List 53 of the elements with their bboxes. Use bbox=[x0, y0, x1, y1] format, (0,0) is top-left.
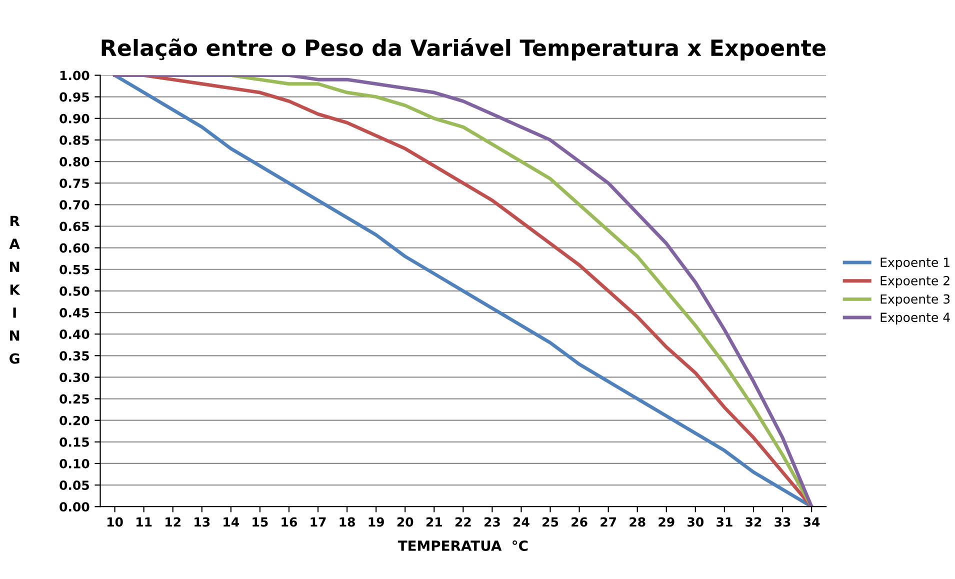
y-tick-label: 0.70 bbox=[60, 200, 90, 210]
x-tick-label: 14 bbox=[224, 517, 240, 527]
y-tick-label: 0.30 bbox=[60, 372, 90, 382]
y-tick-label: 0.85 bbox=[60, 135, 89, 145]
legend-label: Expoente 1 bbox=[880, 258, 950, 270]
y-tick-label: 0.35 bbox=[60, 351, 89, 361]
legend-label: Expoente 2 bbox=[880, 276, 950, 288]
x-tick-label: 33 bbox=[774, 517, 790, 527]
y-tick-label: 0.05 bbox=[60, 480, 89, 490]
legend-label: Expoente 3 bbox=[880, 294, 950, 306]
y-tick-label: 0.45 bbox=[60, 308, 89, 318]
x-tick-label: 17 bbox=[310, 517, 326, 527]
x-tick-label: 11 bbox=[136, 517, 152, 527]
y-tick-label: 0.95 bbox=[60, 92, 89, 102]
y-tick-label: 0.10 bbox=[60, 458, 90, 468]
x-tick-label: 20 bbox=[397, 517, 414, 527]
x-tick-label: 21 bbox=[426, 517, 442, 527]
x-tick-label: 19 bbox=[368, 517, 384, 527]
x-tick-label: 32 bbox=[746, 517, 762, 527]
x-tick-label: 34 bbox=[804, 517, 820, 527]
y-tick-label: 0.15 bbox=[60, 437, 89, 447]
y-tick-label: 0.60 bbox=[60, 243, 90, 253]
x-tick-label: 15 bbox=[252, 517, 268, 527]
y-tick-label: 0.90 bbox=[60, 114, 90, 124]
x-tick-label: 25 bbox=[542, 517, 558, 527]
x-tick-label: 26 bbox=[572, 517, 588, 527]
x-tick-label: 28 bbox=[630, 517, 646, 527]
x-tick-label: 23 bbox=[484, 517, 500, 527]
x-tick-label: 16 bbox=[282, 517, 298, 527]
x-tick-label: 18 bbox=[340, 517, 355, 527]
x-tick-label: 29 bbox=[658, 517, 674, 527]
chart-title: Relação entre o Peso da Variável Temperatura x Expoente bbox=[102, 38, 826, 60]
x-axis-title: TEMPERATUA °C bbox=[398, 540, 528, 551]
y-tick-label: 0.80 bbox=[60, 157, 90, 166]
x-tick-label: 24 bbox=[514, 517, 530, 527]
y-tick-label: 0.00 bbox=[60, 502, 90, 512]
y-tick-label: 1.00 bbox=[60, 70, 90, 80]
y-tick-label: 0.55 bbox=[60, 264, 89, 274]
y-tick-label: 0.75 bbox=[60, 178, 89, 188]
x-tick-label: 13 bbox=[194, 517, 210, 527]
y-tick-label: 0.65 bbox=[60, 222, 89, 232]
x-tick-label: 31 bbox=[716, 517, 732, 527]
y-tick-label: 0.20 bbox=[60, 416, 90, 426]
x-tick-label: 22 bbox=[455, 517, 471, 527]
x-tick-label: 30 bbox=[688, 517, 704, 527]
x-tick-label: 10 bbox=[108, 517, 123, 527]
x-tick-label: 12 bbox=[166, 517, 180, 527]
y-tick-label: 0.25 bbox=[60, 394, 89, 404]
legend-label: Expoente 4 bbox=[880, 312, 950, 325]
y-tick-label: 0.40 bbox=[60, 330, 90, 340]
y-tick-label: 0.50 bbox=[60, 286, 90, 296]
x-tick-label: 27 bbox=[600, 517, 616, 527]
y-axis-title: RANKING bbox=[9, 216, 20, 364]
